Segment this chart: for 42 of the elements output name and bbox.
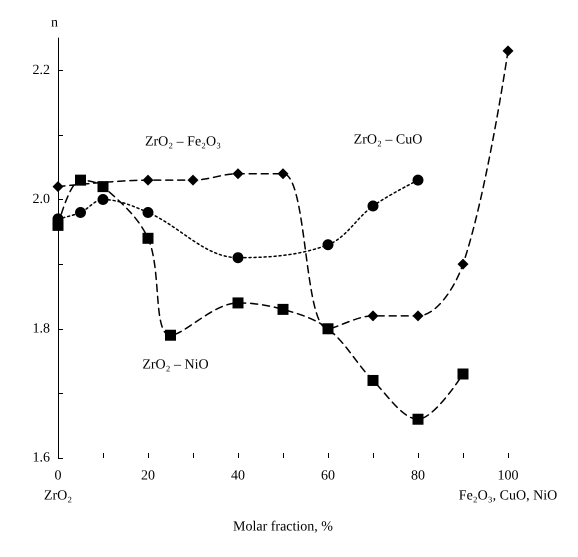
point bbox=[412, 174, 424, 186]
point bbox=[188, 174, 198, 186]
x-tick-label: 80 bbox=[411, 468, 425, 484]
point bbox=[278, 304, 288, 315]
point bbox=[412, 310, 424, 322]
point bbox=[75, 206, 86, 218]
x-tick-label: 100 Fe₂O₃, CuO, NiO bbox=[458, 468, 558, 504]
point bbox=[142, 174, 154, 186]
point bbox=[412, 414, 424, 425]
point bbox=[232, 252, 244, 264]
x-tick-label: 40 bbox=[231, 468, 245, 484]
point bbox=[278, 168, 288, 180]
point bbox=[232, 297, 244, 308]
y-tick-label: 2.2 bbox=[32, 62, 50, 78]
point bbox=[142, 232, 154, 244]
point bbox=[232, 168, 244, 180]
point bbox=[52, 220, 64, 231]
point bbox=[75, 174, 86, 186]
point bbox=[368, 200, 378, 212]
x-tick-label: 0 ZrO₂ bbox=[44, 468, 72, 504]
y-tick-label: 1.6 bbox=[32, 450, 50, 466]
point bbox=[458, 368, 468, 380]
point bbox=[502, 45, 514, 56]
point bbox=[322, 239, 334, 250]
x-tick-label: 20 bbox=[141, 468, 155, 484]
point bbox=[98, 181, 108, 192]
point bbox=[368, 310, 378, 322]
point bbox=[52, 181, 64, 192]
x-tick-label: 60 bbox=[321, 468, 335, 484]
y-tick-label: 2.0 bbox=[32, 192, 50, 208]
point bbox=[142, 206, 154, 218]
y-tick-label: 1.8 bbox=[32, 321, 50, 336]
y-axis-title: n bbox=[51, 16, 58, 30]
point bbox=[165, 330, 176, 341]
point bbox=[458, 258, 468, 270]
series-label: ZrO₂ – Fe₂O₃ bbox=[144, 134, 222, 150]
x-axis-title: Molar fraction, % bbox=[233, 520, 334, 534]
point bbox=[98, 194, 108, 206]
series-label: ZrO₂ – NiO bbox=[142, 358, 209, 373]
series-label: ZrO₂ – CuO bbox=[354, 132, 422, 148]
point bbox=[322, 323, 334, 334]
point bbox=[368, 374, 378, 386]
